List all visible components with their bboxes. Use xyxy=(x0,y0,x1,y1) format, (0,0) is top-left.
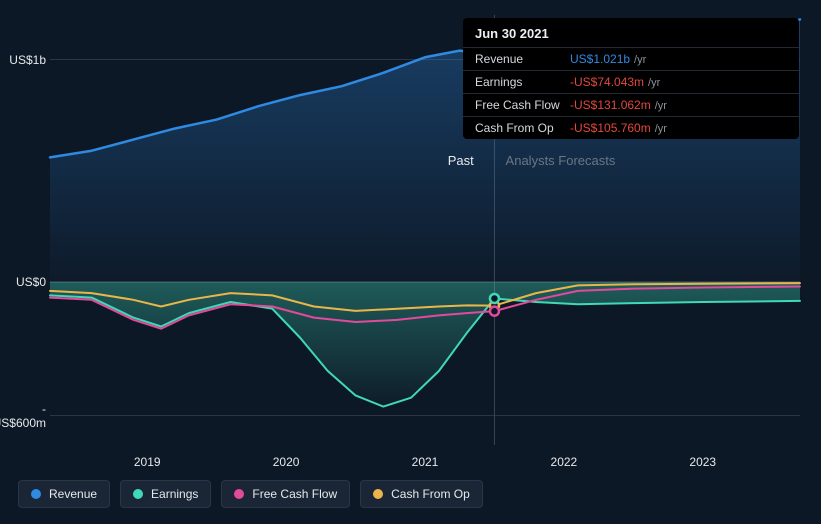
y-axis-label: US$0 xyxy=(16,275,46,289)
tooltip-row-value: US$1.021b xyxy=(570,52,630,66)
tooltip-row-value: -US$131.062m xyxy=(570,98,651,112)
tooltip-row: Free Cash Flow-US$131.062m/yr xyxy=(463,93,799,116)
tooltip-row-unit: /yr xyxy=(634,54,646,66)
legend-item-label: Free Cash Flow xyxy=(252,487,337,501)
tooltip-date: Jun 30 2021 xyxy=(463,18,799,47)
x-axis-label: 2022 xyxy=(551,455,578,469)
legend-item-label: Earnings xyxy=(151,487,198,501)
past-section-label: Past xyxy=(448,153,474,168)
legend-dot-icon xyxy=(133,489,143,499)
tooltip-row: Cash From Op-US$105.760m/yr xyxy=(463,116,799,139)
tooltip-row-label: Cash From Op xyxy=(475,121,570,135)
legend-dot-icon xyxy=(234,489,244,499)
tooltip-row-label: Free Cash Flow xyxy=(475,98,570,112)
tooltip-row-unit: /yr xyxy=(648,77,660,89)
legend-item-revenue[interactable]: Revenue xyxy=(18,480,110,508)
legend: Revenue Earnings Free Cash Flow Cash From O… xyxy=(18,480,483,508)
tooltip-row-unit: /yr xyxy=(655,100,667,112)
x-axis-label: 2020 xyxy=(273,455,300,469)
legend-item-fcf[interactable]: Free Cash Flow xyxy=(221,480,350,508)
legend-dot-icon xyxy=(31,489,41,499)
x-axis-label: 2019 xyxy=(134,455,161,469)
tooltip-row-value: -US$105.760m xyxy=(570,121,651,135)
legend-item-cfo[interactable]: Cash From Op xyxy=(360,480,483,508)
tooltip-row-label: Revenue xyxy=(475,52,570,66)
tooltip-row-unit: /yr xyxy=(655,123,667,135)
tooltip-row-label: Earnings xyxy=(475,75,570,89)
tooltip-row: Earnings-US$74.043m/yr xyxy=(463,70,799,93)
hover-tooltip: Jun 30 2021 RevenueUS$1.021b/yrEarnings-… xyxy=(463,18,799,139)
legend-item-label: Cash From Op xyxy=(391,487,470,501)
y-axis-label: US$1b xyxy=(9,53,46,67)
tooltip-row: RevenueUS$1.021b/yr xyxy=(463,47,799,70)
legend-item-label: Revenue xyxy=(49,487,97,501)
legend-dot-icon xyxy=(373,489,383,499)
forecast-section-label: Analysts Forecasts xyxy=(506,153,616,168)
x-axis-label: 2023 xyxy=(689,455,716,469)
financials-chart: US$1b US$0 -US$600m 2019 2020 2021 2022 2023 P… xyxy=(0,0,821,524)
tooltip-row-value: -US$74.043m xyxy=(570,75,644,89)
y-axis-label: -US$600m xyxy=(0,402,46,430)
x-axis-label: 2021 xyxy=(412,455,439,469)
legend-item-earnings[interactable]: Earnings xyxy=(120,480,211,508)
